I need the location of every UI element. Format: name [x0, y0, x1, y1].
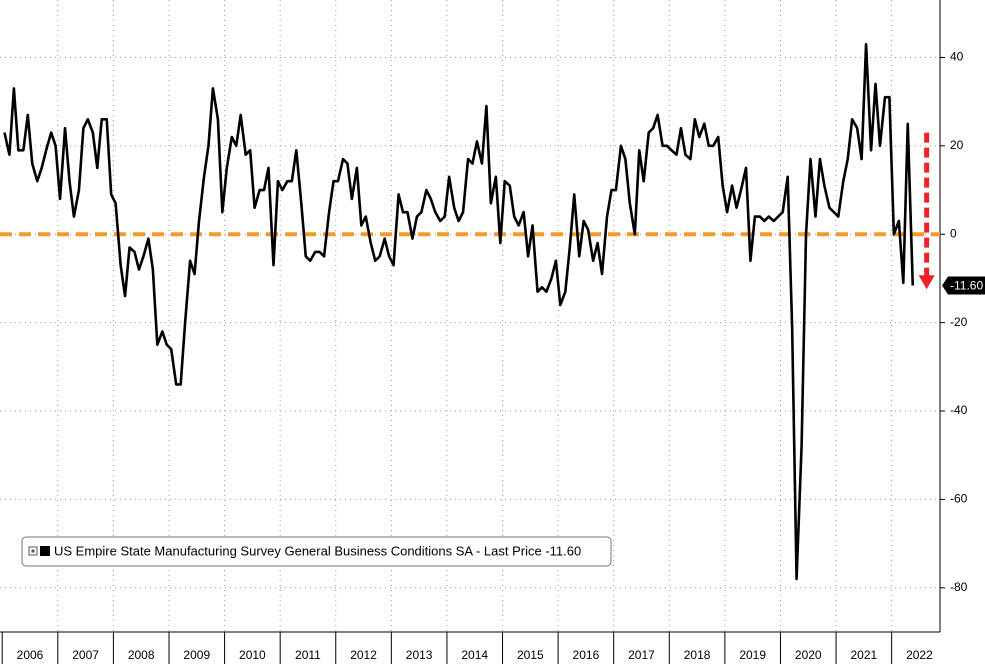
x-tick-label: 2009	[183, 648, 210, 662]
y-tick-label: -40	[950, 403, 968, 417]
legend-swatch	[40, 546, 50, 556]
y-tick-label: -80	[950, 580, 968, 594]
last-price-tag	[942, 276, 985, 295]
y-tick-label: 40	[950, 50, 964, 64]
y-tick-label: 0	[950, 226, 957, 240]
legend-icon-dot	[31, 549, 35, 553]
x-tick-label: 2017	[628, 648, 655, 662]
legend: US Empire State Manufacturing Survey Gen…	[21, 536, 612, 567]
y-tick-label: -20	[950, 315, 968, 329]
x-tick-label: 2008	[128, 648, 155, 662]
x-tick-label: 2011	[295, 648, 321, 662]
data-line	[3, 42, 915, 581]
x-tick-label: 2016	[573, 648, 600, 662]
x-tick-label: 2021	[850, 648, 877, 662]
x-tick-label: 2019	[739, 648, 766, 662]
x-tick-label: 2012	[350, 648, 377, 662]
x-tick-label: 2014	[461, 648, 488, 662]
x-tick-label: 2007	[72, 648, 99, 662]
x-tick-label: 2010	[239, 648, 266, 662]
legend-label: US Empire State Manufacturing Survey Gen…	[54, 543, 581, 558]
y-tick-label: -60	[950, 492, 968, 506]
x-tick-label: 2022	[906, 648, 933, 662]
legend-icon-frame	[28, 546, 38, 556]
x-tick-label: 2018	[684, 648, 711, 662]
last-price-label: -11.60	[950, 279, 983, 293]
x-tick-label: 2013	[406, 648, 433, 662]
x-tick-label: 2015	[517, 648, 544, 662]
y-tick-label: 20	[950, 138, 964, 152]
x-tick-label: 2020	[795, 648, 822, 662]
arrow-head	[918, 275, 935, 290]
legend-box	[21, 536, 612, 567]
x-tick-label: 2006	[17, 648, 44, 662]
